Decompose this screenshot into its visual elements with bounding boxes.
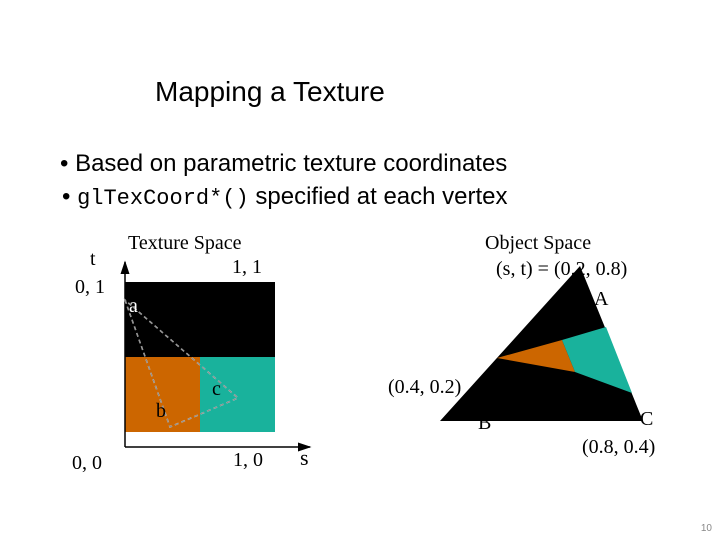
point-a-label: a [129,295,138,318]
label-st: (s, t) = (0.2, 0.8) [496,258,627,281]
label-0-4-0-2: (0.4, 0.2) [388,376,461,399]
point-b-label: b [156,400,166,423]
bullet-2-suffix: specified at each vertex [249,183,508,210]
label-0-8-0-4: (0.8, 0.4) [582,436,655,459]
vertex-C: C [640,408,653,431]
label-1-1: 1, 1 [232,256,262,279]
axis-s-label: s [300,445,309,471]
point-c-label: c [212,378,221,401]
vertex-A: A [594,288,608,311]
bullet-2: • glTexCoord*() specified at each vertex [62,183,508,211]
texture-space-overlay [95,252,325,472]
bullet-2-code: glTexCoord*() [77,186,249,211]
bullet-2-prefix: • [62,183,77,210]
vertex-B: B [478,412,491,435]
axis-t-label: t [90,248,96,271]
bullet-1: • Based on parametric texture coordinate… [60,150,507,178]
label-0-0: 0, 0 [72,452,102,475]
label-0-1: 0, 1 [75,276,105,299]
diagram-area: Texture Space Object Space t 0, 1 0, 0 1… [0,220,720,520]
label-1-0: 1, 0 [233,449,263,472]
slide-title: Mapping a Texture [155,76,385,108]
object-space-heading: Object Space [485,232,591,255]
object-space-triangle [410,256,670,456]
page-number: 10 [701,523,712,534]
